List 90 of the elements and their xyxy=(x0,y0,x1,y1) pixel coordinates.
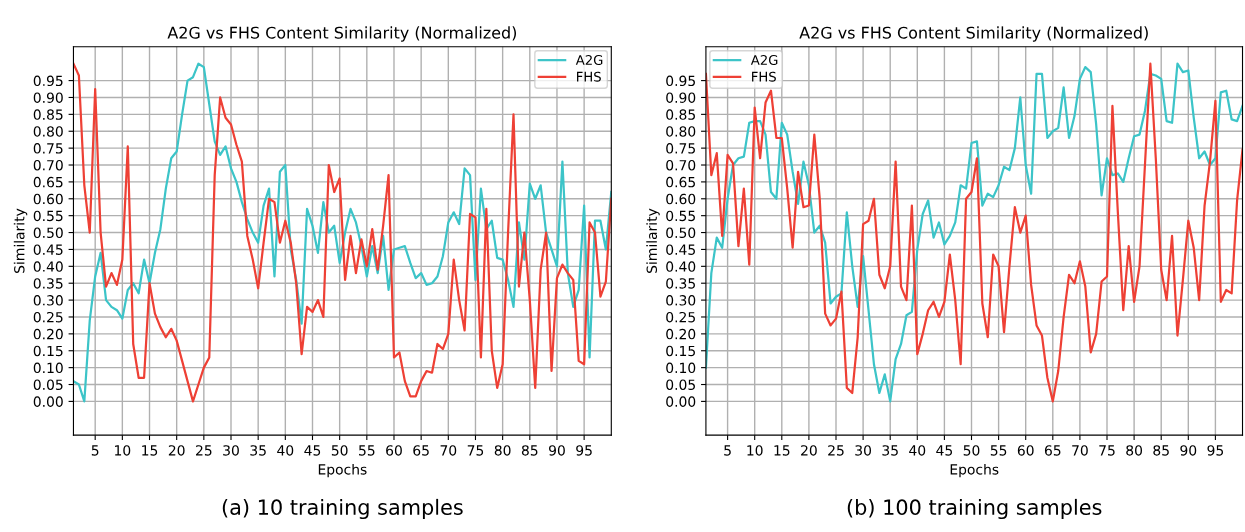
y-tick-label: 0.30 xyxy=(666,295,696,306)
y-tick-label: 0.15 xyxy=(33,345,63,357)
y-tick-label: 0.00 xyxy=(666,396,696,407)
x-tick-label: 35 xyxy=(882,445,898,456)
y-tick-label: 0.95 xyxy=(33,75,63,87)
y-tick-label: 0.10 xyxy=(33,362,63,374)
x-tick-label: 65 xyxy=(1044,445,1061,456)
y-tick-label: 0.40 xyxy=(666,261,696,272)
y-tick-label: 0.50 xyxy=(33,227,63,239)
y-tick-label: 0.95 xyxy=(666,75,695,87)
y-tick-label: 0.35 xyxy=(666,278,695,289)
y-tick-label: 0.65 xyxy=(33,176,63,188)
x-tick-label: 40 xyxy=(277,445,294,456)
text: (a) 10 training samples xyxy=(222,498,463,520)
x-tick-label: 25 xyxy=(828,445,844,456)
y-tick-label: 0.35 xyxy=(33,278,63,289)
x-tick-label: 25 xyxy=(196,445,212,456)
x-tick-label: 45 xyxy=(304,445,321,456)
y-tick-label: 0.85 xyxy=(666,109,695,120)
x-tick-label: 60 xyxy=(386,445,402,456)
y-tick-label: 0.20 xyxy=(33,328,63,340)
x-tick-label: 15 xyxy=(774,445,790,456)
x-tick-label: 55 xyxy=(990,445,1007,456)
y-tick-label: 0.00 xyxy=(33,396,63,407)
x-tick-label: 90 xyxy=(549,445,565,456)
x-tick-label: 60 xyxy=(1017,445,1034,456)
legend-label: FHS xyxy=(577,71,601,82)
x-tick-label: 80 xyxy=(494,445,511,456)
x-tick-label: 30 xyxy=(223,445,239,456)
y-tick-label: 0.60 xyxy=(33,193,63,205)
y-tick-label: 0.90 xyxy=(33,92,63,103)
x-tick-label: 20 xyxy=(801,445,817,456)
x-tick-label: 5 xyxy=(91,445,99,456)
x-tick-label: 75 xyxy=(1099,445,1115,456)
x-tick-label: 15 xyxy=(142,445,158,456)
y-tick-label: 0.05 xyxy=(666,379,695,390)
x-tick-label: 20 xyxy=(168,445,185,456)
x-tick-label: 45 xyxy=(936,445,953,456)
x-tick-label: 85 xyxy=(1153,445,1169,456)
y-tick-label: 0.70 xyxy=(33,159,63,171)
x-tick-label: 65 xyxy=(413,445,429,456)
x-tick-label: 75 xyxy=(467,445,484,456)
x-tick-label: 70 xyxy=(440,445,457,456)
y-axis-title: Similarity xyxy=(646,208,660,273)
y-tick-label: 0.70 xyxy=(666,159,696,171)
y-tick-label: 0.45 xyxy=(33,244,63,255)
y-tick-label: 0.55 xyxy=(33,210,63,222)
y-tick-label: 0.05 xyxy=(33,379,63,390)
y-tick-label: 0.25 xyxy=(666,311,695,323)
x-tick-label: 50 xyxy=(963,445,980,456)
y-tick-label: 0.80 xyxy=(666,126,696,137)
y-tick-label: 0.10 xyxy=(666,362,696,374)
y-tick-label: 0.15 xyxy=(666,345,695,357)
x-tick-label: 10 xyxy=(747,445,763,456)
y-tick-label: 0.75 xyxy=(666,143,695,154)
y-tick-label: 0.85 xyxy=(33,109,63,120)
x-tick-label: 90 xyxy=(1180,445,1197,456)
y-tick-label: 0.20 xyxy=(666,328,696,340)
x-axis-title: Epochs xyxy=(318,463,367,478)
x-tick-label: 95 xyxy=(576,445,592,456)
x-tick-label: 35 xyxy=(250,445,266,456)
y-tick-label: 0.30 xyxy=(33,295,63,306)
legend-label: FHS xyxy=(752,71,776,82)
x-tick-label: 40 xyxy=(909,445,926,456)
x-tick-label: 5 xyxy=(724,445,731,456)
x-axis-title: Epochs xyxy=(950,463,999,478)
x-tick-label: 70 xyxy=(1072,445,1088,456)
x-tick-label: 30 xyxy=(855,445,872,456)
text: (b) 100 training samples xyxy=(847,498,1102,520)
y-tick-label: 0.60 xyxy=(666,193,696,205)
y-tick-label: 0.75 xyxy=(33,143,63,154)
chart-title: A2G vs FHS Content Similarity (Normalized) xyxy=(799,26,1148,42)
y-tick-label: 0.25 xyxy=(33,311,63,323)
y-axis-title: Similarity xyxy=(13,208,28,273)
legend-label: A2G xyxy=(750,54,778,65)
chart-title: A2G vs FHS Content Similarity (Normalized) xyxy=(167,26,517,42)
x-tick-label: 50 xyxy=(331,445,348,456)
y-tick-label: 0.90 xyxy=(666,92,696,103)
y-tick-label: 0.40 xyxy=(33,261,63,272)
x-tick-label: 95 xyxy=(1207,445,1224,456)
x-tick-label: 80 xyxy=(1126,445,1143,456)
y-tick-label: 0.50 xyxy=(666,227,696,239)
y-tick-label: 0.65 xyxy=(666,176,695,188)
y-tick-label: 0.45 xyxy=(666,244,695,255)
y-tick-label: 0.80 xyxy=(33,126,63,137)
y-tick-label: 0.55 xyxy=(666,210,695,222)
x-tick-label: 85 xyxy=(521,445,538,456)
legend-label: A2G xyxy=(575,54,603,65)
x-tick-label: 55 xyxy=(359,445,375,456)
x-tick-label: 10 xyxy=(115,445,131,456)
